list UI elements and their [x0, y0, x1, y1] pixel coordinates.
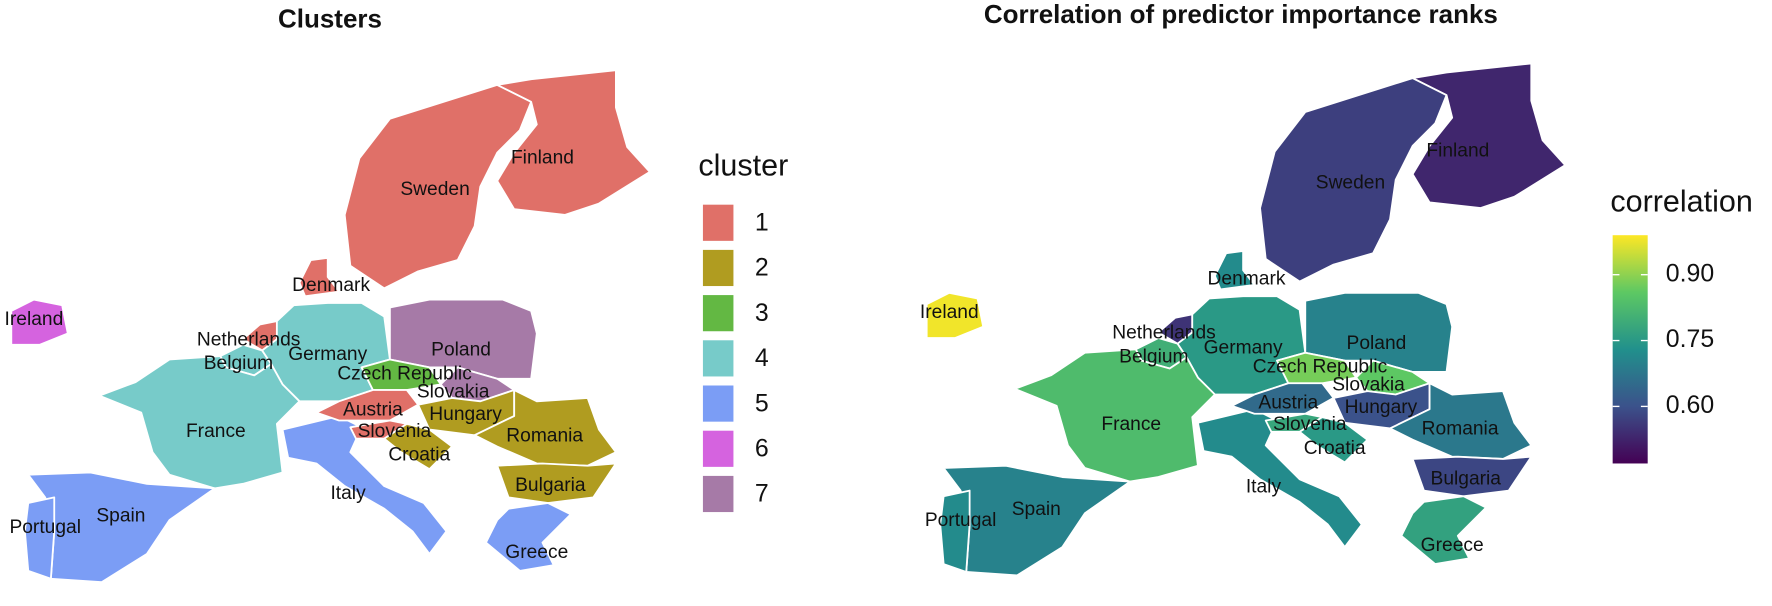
country-label: Italy: [1246, 476, 1282, 497]
legend-key: [702, 295, 734, 332]
country-label: Austria: [1258, 393, 1318, 414]
legend-label: 1: [755, 208, 769, 236]
country-label: Portugal: [925, 510, 997, 531]
country-label: Germany: [288, 344, 367, 365]
country-label: Croatia: [1304, 438, 1366, 459]
country-label: Spain: [96, 506, 145, 527]
country-label: Croatia: [388, 445, 450, 466]
legend-title: cluster: [698, 148, 788, 182]
country: [1389, 382, 1533, 460]
country-label: Denmark: [292, 275, 370, 296]
country-label: Sweden: [400, 179, 469, 200]
country: [496, 462, 617, 504]
country-label: Slovenia: [358, 421, 432, 442]
country-label: Ireland: [920, 302, 979, 323]
colorbar-label: 0.60: [1666, 391, 1714, 419]
colorbar-label: 0.75: [1666, 325, 1714, 353]
country: [23, 496, 56, 580]
country: [1411, 455, 1533, 498]
country: [298, 256, 340, 298]
country-label: Bulgaria: [1431, 468, 1502, 489]
country-label: Netherlands: [197, 329, 301, 350]
legend-title: correlation: [1610, 185, 1752, 219]
country: [10, 298, 69, 346]
country: [925, 291, 985, 339]
country-label: Finland: [511, 147, 574, 168]
country: [1230, 382, 1335, 415]
country-label: Portugal: [9, 517, 81, 538]
legend-label: 7: [755, 480, 769, 508]
country-label: Belgium: [204, 353, 273, 374]
country-label: Poland: [1347, 333, 1407, 354]
colorbar-label: 0.90: [1666, 259, 1714, 287]
country: [315, 389, 420, 422]
country-label: Ireland: [5, 309, 64, 330]
country-label: France: [186, 421, 246, 442]
country-label: France: [1101, 414, 1161, 435]
country-label: Poland: [431, 340, 491, 361]
country-label: Slovenia: [1273, 414, 1347, 435]
country-label: Greece: [1421, 535, 1484, 556]
country-label: Slovakia: [417, 381, 490, 402]
country-label: Sweden: [1316, 172, 1385, 193]
legend-key: [702, 340, 734, 377]
country-label: Italy: [330, 483, 366, 504]
legend-key: [702, 475, 734, 513]
country-label: Germany: [1204, 337, 1283, 358]
country: [939, 489, 971, 573]
country: [1298, 416, 1369, 464]
country: [1213, 250, 1256, 291]
country-label: Romania: [1422, 419, 1499, 440]
country: [485, 502, 572, 572]
country: [98, 355, 301, 490]
colorbar: [1612, 235, 1648, 464]
country-label: Hungary: [429, 404, 502, 425]
legend-key: [702, 385, 734, 422]
country: [1411, 62, 1567, 209]
country-label: Romania: [506, 425, 583, 446]
country-label: Spain: [1012, 499, 1061, 520]
legend-label: 4: [755, 344, 769, 372]
map-title: Correlation of predictor importance rank…: [984, 0, 1498, 29]
country-label: Hungary: [1345, 397, 1418, 418]
legend-key: [702, 430, 734, 467]
country: [383, 423, 453, 471]
legend-key: [702, 204, 734, 241]
country-label: Austria: [343, 399, 403, 420]
country-label: Czech Republic: [1253, 356, 1388, 377]
country: [1013, 348, 1216, 483]
country-label: Czech Republic: [337, 363, 472, 384]
country-label: Finland: [1426, 141, 1489, 162]
country: [496, 69, 651, 216]
legend-label: 3: [755, 299, 769, 327]
country: [1259, 77, 1448, 283]
country: [1400, 495, 1487, 565]
country: [473, 389, 617, 467]
legend-label: 5: [755, 389, 769, 417]
legend-key: [702, 249, 734, 287]
map: Sweden Finland Denmark Netherlands Belgium Ge…: [5, 69, 651, 584]
legend-label: 6: [755, 434, 769, 462]
map-title: Clusters: [278, 3, 382, 33]
country-label: Greece: [505, 542, 568, 563]
legend-label: 2: [755, 254, 769, 282]
country-label: Netherlands: [1112, 323, 1216, 344]
country: [343, 83, 533, 290]
country-label: Bulgaria: [515, 475, 586, 496]
country-label: Slovakia: [1332, 375, 1405, 396]
country-label: Belgium: [1119, 346, 1188, 367]
country-label: Denmark: [1208, 268, 1286, 289]
